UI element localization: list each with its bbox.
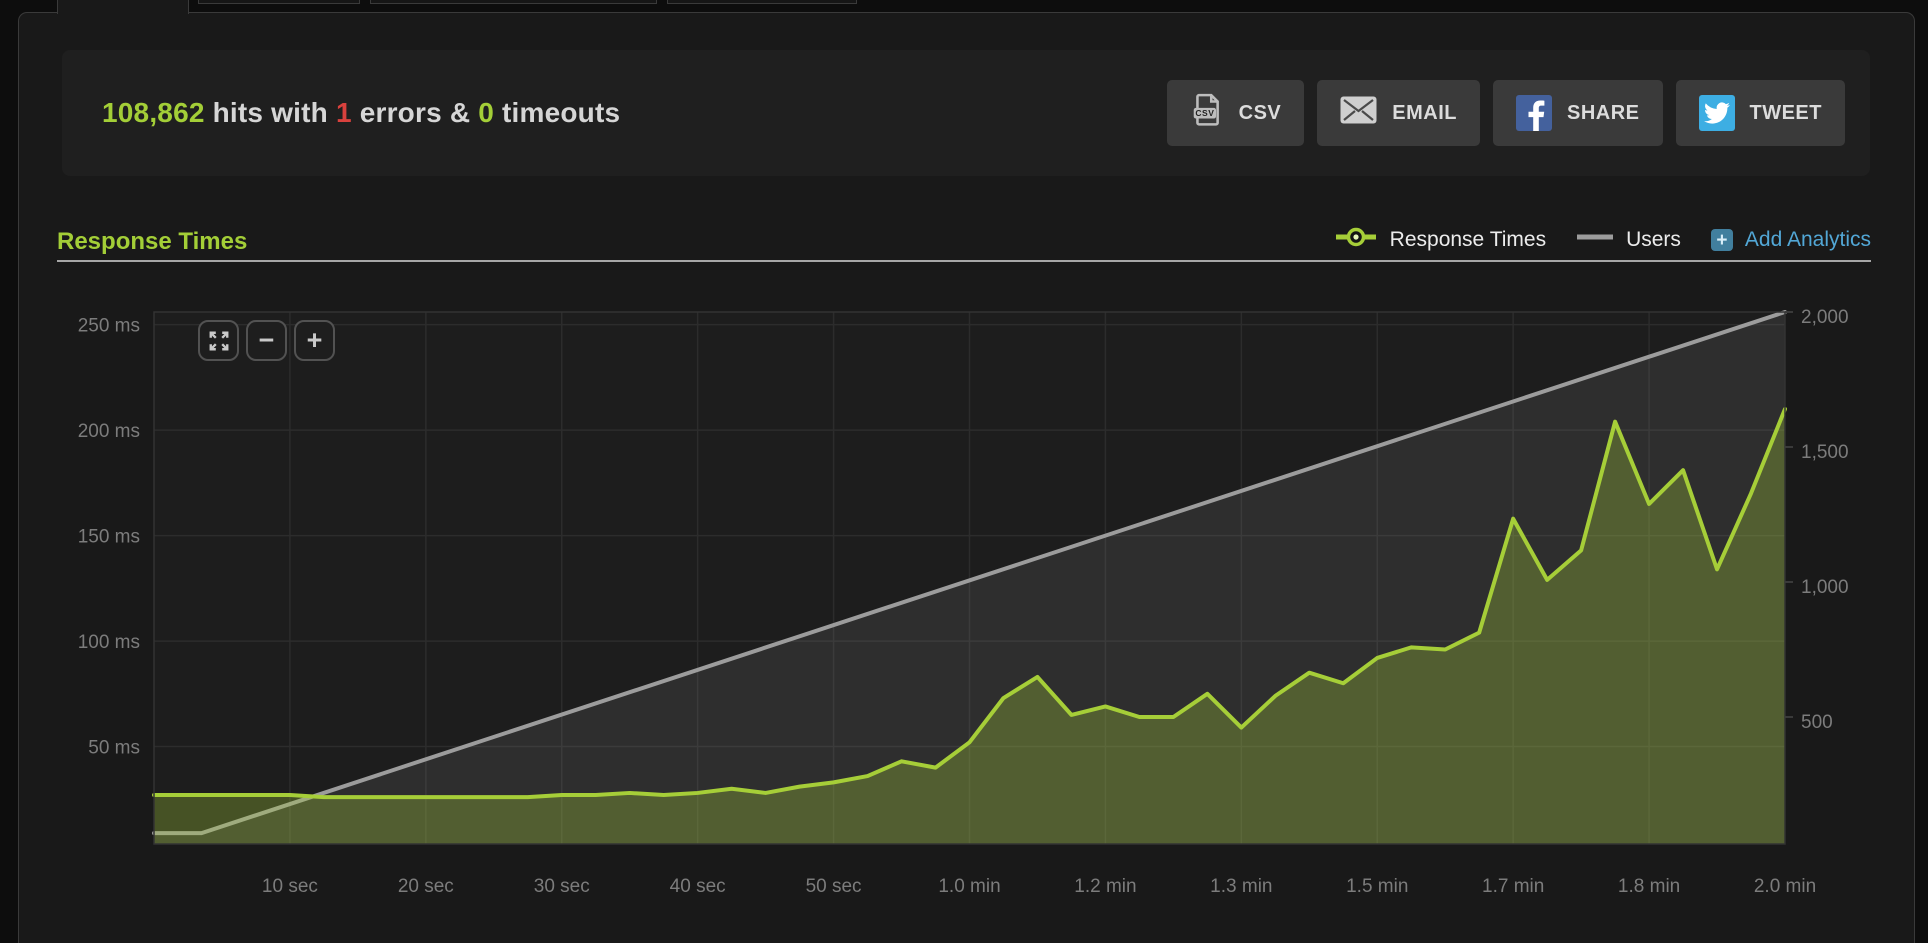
share-facebook-button[interactable]: SHARE: [1492, 80, 1663, 146]
fullscreen-button[interactable]: [198, 320, 239, 361]
hits-count: 108,862: [102, 97, 205, 128]
tab-active-stub[interactable]: [57, 0, 189, 14]
tab-stub-4[interactable]: [667, 0, 857, 4]
chart-zoom-controls: − +: [198, 320, 335, 361]
csv-button[interactable]: CSV CSV: [1166, 80, 1305, 146]
summary-actions: CSV CSV EMAIL: [1166, 80, 1845, 146]
timeouts-count: 0: [478, 97, 494, 128]
email-button[interactable]: EMAIL: [1317, 80, 1480, 146]
tab-stub-2[interactable]: [198, 0, 360, 4]
facebook-icon: [1515, 95, 1552, 131]
zoom-out-button[interactable]: −: [246, 320, 287, 361]
add-analytics-link[interactable]: + Add Analytics: [1710, 228, 1871, 252]
csv-file-icon: CSV: [1190, 93, 1224, 133]
users-line-icon: [1576, 226, 1614, 254]
plus-icon: +: [1710, 229, 1733, 251]
twitter-icon: [1698, 95, 1735, 131]
summary-text: 108,862 hits with 1 errors & 0 timeouts: [102, 97, 621, 128]
zoom-in-button[interactable]: +: [294, 320, 335, 361]
summary-bar: 108,862 hits with 1 errors & 0 timeouts …: [62, 50, 1870, 176]
legend-item-users[interactable]: Users: [1576, 226, 1681, 254]
response-times-marker-icon: [1334, 226, 1378, 254]
errors-count: 1: [335, 97, 352, 128]
tweet-button[interactable]: TWEET: [1675, 80, 1845, 146]
email-icon: [1340, 96, 1377, 130]
chart-legend: Response Times Users + Add Analytics: [1334, 226, 1871, 254]
tab-stub-3[interactable]: [370, 0, 657, 4]
page-title: Response Times: [57, 228, 248, 255]
section-divider: [57, 260, 1871, 262]
svg-text:CSV: CSV: [1195, 108, 1214, 118]
legend-item-response-times[interactable]: Response Times: [1334, 226, 1546, 254]
